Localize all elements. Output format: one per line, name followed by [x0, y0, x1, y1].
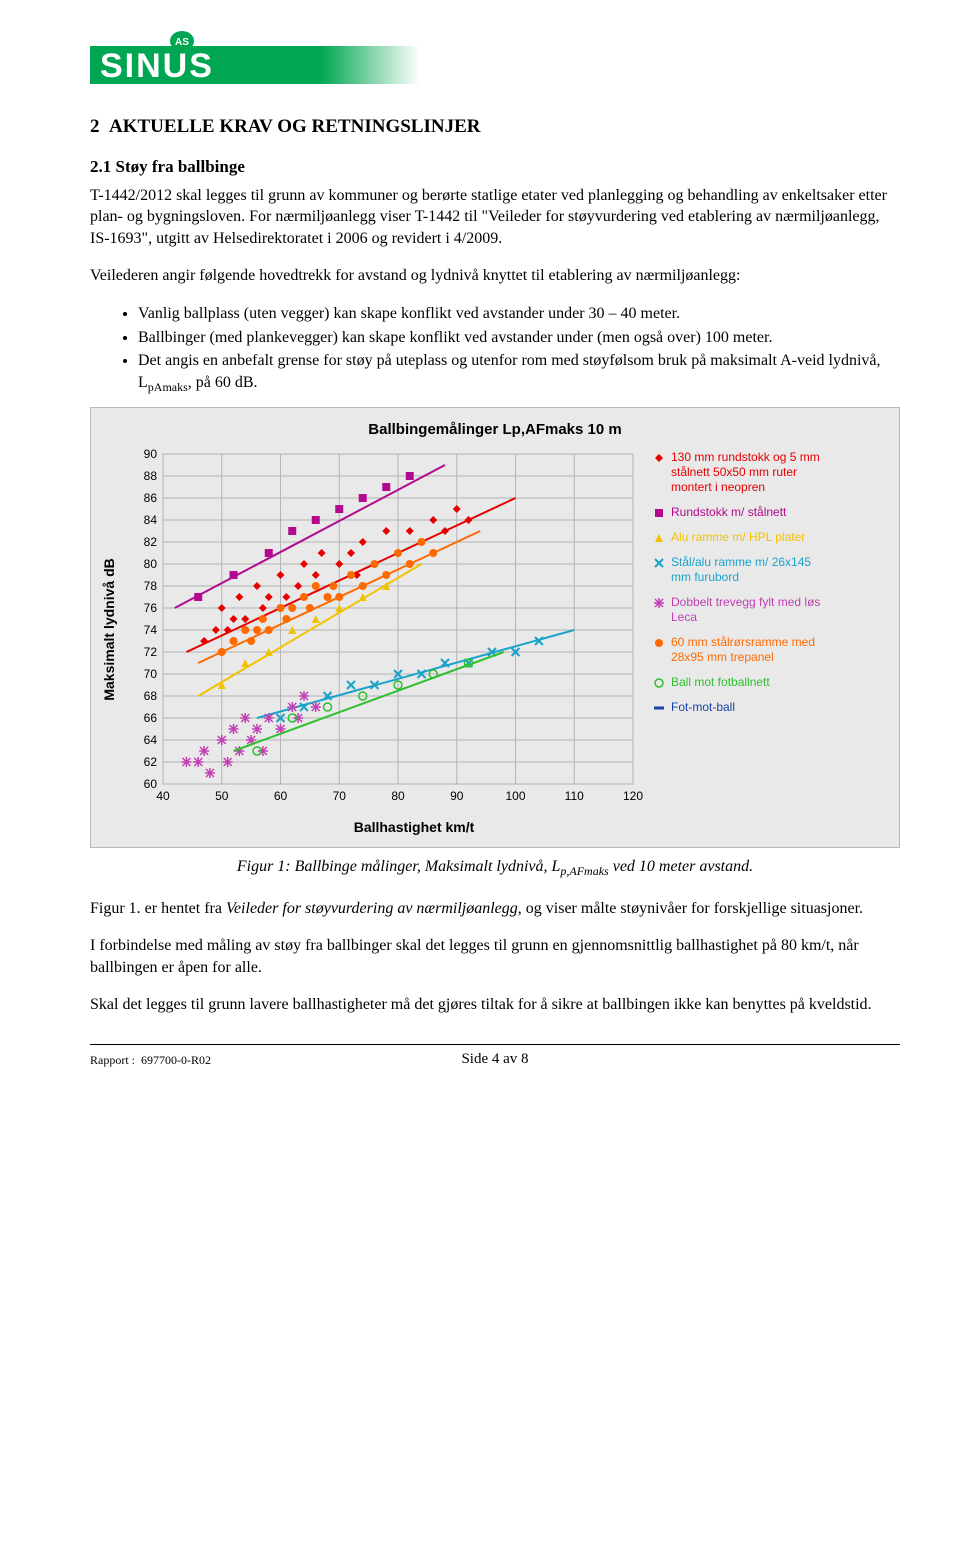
bullet-3: Det angis en anbefalt grense for støy på… — [138, 350, 900, 395]
paragraph-4: I forbindelse med måling av støy fra bal… — [90, 935, 900, 978]
legend-label: 130 mm rundstokk og 5 mm stålnett 50x50 … — [671, 450, 827, 495]
svg-text:110: 110 — [565, 789, 584, 803]
legend-swatch — [653, 557, 665, 569]
svg-text:50: 50 — [215, 789, 229, 803]
section-num: 2 — [90, 116, 100, 137]
svg-text:78: 78 — [144, 579, 158, 593]
svg-text:86: 86 — [144, 491, 158, 505]
section-title-text: AKTUELLE KRAV OG RETNINGSLINJER — [109, 116, 480, 137]
svg-text:66: 66 — [144, 711, 158, 725]
footer-report: Rapport : 697700-0-R02 — [90, 1053, 211, 1067]
legend-label: Rundstokk m/ stålnett — [671, 505, 786, 520]
legend-swatch — [653, 532, 665, 544]
svg-text:70: 70 — [333, 789, 347, 803]
legend-swatch — [653, 452, 665, 464]
legend-item: 130 mm rundstokk og 5 mm stålnett 50x50 … — [653, 450, 827, 495]
legend-swatch — [653, 677, 665, 689]
chart-legend: 130 mm rundstokk og 5 mm stålnett 50x50 … — [643, 444, 833, 814]
chart-svg: 40 50 60 70 80 90 100 110 120 60 62 64 66 68 70 72 74 76 7… — [123, 444, 643, 814]
chart-ylabel: Maksimalt lydnivå dB — [100, 558, 119, 700]
sinus-logo-svg: AS SINUS — [90, 30, 430, 90]
svg-text:76: 76 — [144, 601, 158, 615]
chart-ylabel-col: Maksimalt lydnivå dB — [95, 444, 123, 814]
svg-text:60: 60 — [274, 789, 288, 803]
chart-title: Ballbingemålinger Lp,AFmaks 10 m — [95, 412, 895, 444]
svg-text:100: 100 — [505, 789, 525, 803]
legend-label: Dobbelt trevegg fylt med løs Leca — [671, 595, 827, 625]
legend-item: Stål/alu ramme m/ 26x145 mm furubord — [653, 555, 827, 585]
legend-item: Dobbelt trevegg fylt med løs Leca — [653, 595, 827, 625]
legend-swatch — [653, 702, 665, 714]
svg-text:62: 62 — [144, 755, 158, 769]
paragraph-1: T-1442/2012 skal legges til grunn av kom… — [90, 185, 900, 250]
legend-label: Alu ramme m/ HPL plater — [671, 530, 805, 545]
svg-text:72: 72 — [144, 645, 158, 659]
svg-text:90: 90 — [450, 789, 464, 803]
legend-swatch — [653, 637, 665, 649]
svg-text:80: 80 — [391, 789, 405, 803]
page-footer: Rapport : 697700-0-R02 Side 4 av 8 — [90, 1044, 900, 1073]
svg-text:88: 88 — [144, 469, 158, 483]
chart-container: Ballbingemålinger Lp,AFmaks 10 m Maksima… — [90, 407, 900, 848]
legend-item: Ball mot fotballnett — [653, 675, 827, 690]
figure-caption: Figur 1: Ballbinge målinger, Maksimalt l… — [130, 856, 860, 879]
svg-text:70: 70 — [144, 667, 158, 681]
legend-label: 60 mm stålrørsramme med 28x95 mm trepane… — [671, 635, 827, 665]
svg-text:80: 80 — [144, 557, 158, 571]
paragraph-5: Skal det legges til grunn lavere ballhas… — [90, 994, 900, 1016]
legend-item: Alu ramme m/ HPL plater — [653, 530, 827, 545]
subsection-title-text: Støy fra ballbinge — [116, 157, 245, 176]
legend-swatch — [653, 507, 665, 519]
svg-text:84: 84 — [144, 513, 158, 527]
footer-page: Side 4 av 8 — [461, 1049, 528, 1069]
svg-text:120: 120 — [623, 789, 643, 803]
svg-text:74: 74 — [144, 623, 158, 637]
svg-text:68: 68 — [144, 689, 158, 703]
legend-item: Fot-mot-ball — [653, 700, 827, 715]
bullet-1: Vanlig ballplass (uten vegger) kan skape… — [138, 303, 900, 325]
legend-swatch — [653, 597, 665, 609]
svg-text:60: 60 — [144, 777, 158, 791]
paragraph-3: Figur 1. er hentet fra Veileder for støy… — [90, 898, 900, 920]
svg-text:40: 40 — [156, 789, 170, 803]
section-heading: 2 AKTUELLE KRAV OG RETNINGSLINJER — [90, 114, 900, 140]
subsection-num: 2.1 — [90, 157, 111, 176]
svg-text:82: 82 — [144, 535, 158, 549]
logo: AS SINUS — [90, 30, 900, 90]
legend-label: Ball mot fotballnett — [671, 675, 770, 690]
legend-item: 60 mm stålrørsramme med 28x95 mm trepane… — [653, 635, 827, 665]
legend-label: Stål/alu ramme m/ 26x145 mm furubord — [671, 555, 827, 585]
legend-item: Rundstokk m/ stålnett — [653, 505, 827, 520]
subsection-heading: 2.1 Støy fra ballbinge — [90, 156, 900, 179]
legend-label: Fot-mot-ball — [671, 700, 735, 715]
logo-brand: SINUS — [100, 47, 214, 85]
paragraph-2: Veilederen angir følgende hovedtrekk for… — [90, 265, 900, 287]
svg-text:64: 64 — [144, 733, 158, 747]
chart-xlabel: Ballhastighet km/t — [123, 814, 705, 843]
bullet-list: Vanlig ballplass (uten vegger) kan skape… — [90, 303, 900, 395]
bullet-2: Ballbinger (med plankevegger) kan skape … — [138, 327, 900, 349]
svg-text:90: 90 — [144, 447, 158, 461]
